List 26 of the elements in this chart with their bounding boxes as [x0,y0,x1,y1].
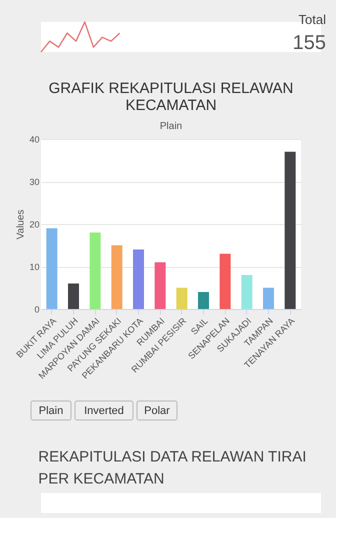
text: 155 [292,32,326,54]
bar [46,228,58,309]
y-tick-label: 20 [29,220,40,230]
bar [154,262,166,309]
bar [68,284,79,309]
y-tick-label: 40 [29,134,40,144]
chart-title: GRAFIK REKAPITULASI RELAWAN KECAMATAN [48,80,294,114]
text: REKAPITULASI DATA RELAWAN TIRAI PER KECAMATAN [38,448,306,488]
bar [133,250,144,309]
y-tick-label: 30 [29,177,40,187]
y-tick-label: 10 [29,262,40,272]
bar [220,254,231,309]
bar [198,292,209,309]
bar [263,288,274,309]
text: Polar [144,405,170,417]
text: Total [298,12,326,27]
bar [284,152,296,309]
bar [241,275,252,309]
bar [111,245,122,309]
y-tick-label: 0 [34,304,40,314]
bar [90,232,101,309]
bar [176,288,188,309]
y-axis-title: Values [15,210,26,240]
text: Plain [38,405,64,417]
chart-subtitle: Plain [160,121,182,132]
text: Inverted [84,405,124,417]
